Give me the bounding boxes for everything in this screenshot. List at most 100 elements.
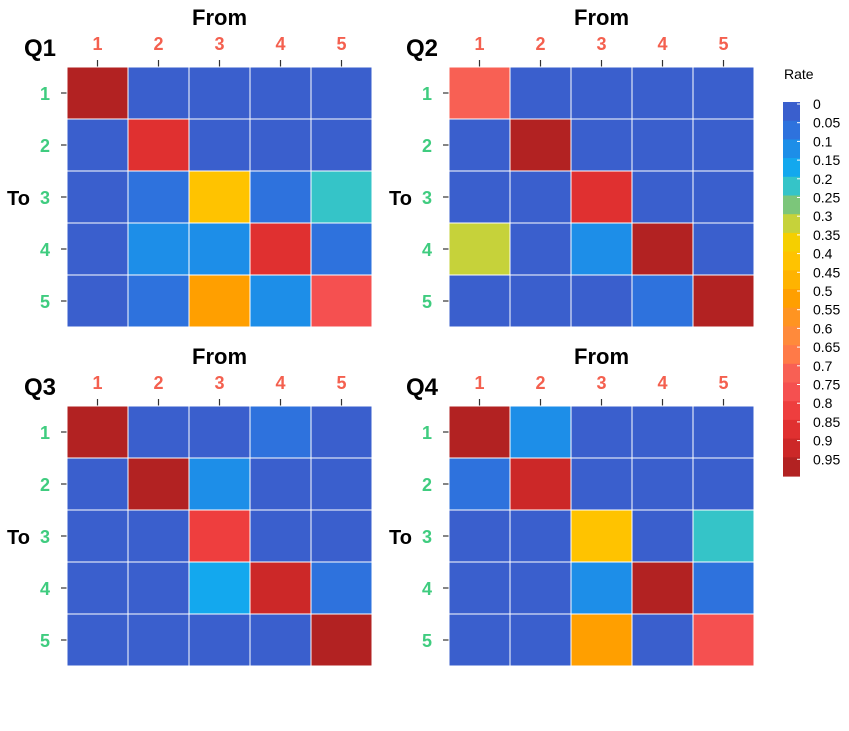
panel-2-cell-r3-c3 (570, 170, 633, 224)
panel-3-cell-r2-c1 (66, 457, 129, 511)
legend-key-13 (783, 345, 800, 365)
legend-key-19 (783, 457, 800, 477)
panel-4-x-tick-label-4: 4 (657, 373, 667, 393)
panel-3-cell-r4-c1 (66, 561, 129, 615)
panel-2-cell-r2-c2 (509, 118, 572, 172)
panel-2-cell-r3-c4 (631, 170, 694, 224)
panel-3-y-tick-label-2: 2 (40, 475, 50, 495)
panel-4-y-tick-label-4: 4 (422, 579, 432, 599)
panel-2-title: Q2 (406, 35, 438, 62)
panel-2-cell-r4-c2 (509, 222, 572, 276)
panel-4-cell-r5-c5 (692, 613, 755, 667)
panel-4-cell-r2-c4 (631, 457, 694, 511)
panel-2-cell-r5-c3 (570, 274, 633, 328)
legend-label-9: 0.45 (813, 264, 840, 280)
panel-4-x-tick-label-3: 3 (596, 373, 606, 393)
panel-1-y-tick-label-4: 4 (40, 240, 50, 260)
legend-key-10 (783, 289, 800, 309)
panel-3-cell-r4-c2 (127, 561, 190, 615)
legend-key-14 (783, 363, 800, 384)
panel-4-cell-r2-c5 (692, 457, 755, 511)
panel-3-cell-r3-c3 (188, 509, 251, 563)
panel-4-cell-r3-c1 (448, 509, 511, 563)
panel-3-cell-r2-c2 (127, 457, 190, 511)
panel-2-cell-r3-c2 (509, 170, 572, 224)
legend-key-5 (783, 195, 800, 215)
legend-key-12 (783, 326, 800, 346)
panel-3-cell-r3-c2 (127, 509, 190, 563)
panel-3-y-tick-label-4: 4 (40, 579, 50, 599)
panel-4-cell-r5-c2 (509, 613, 572, 667)
panel-3-cell-r1-c2 (127, 405, 190, 459)
panel-4-cell-r4-c4 (631, 561, 694, 615)
legend-label-4: 0.2 (813, 171, 833, 187)
panel-1-title: Q1 (24, 35, 56, 62)
panel-1-y-axis-title: To (7, 188, 30, 210)
panel-3-x-tick-label-2: 2 (153, 373, 163, 393)
panel-3-cell-r5-c4 (249, 613, 312, 667)
panel-1-cell-r4-c5 (310, 222, 373, 276)
panel-3-cell-r1-c4 (249, 405, 312, 459)
panel-1-y-tick-label-1: 1 (40, 84, 50, 104)
panel-1-y-tick-label-5: 5 (40, 292, 50, 312)
legend-label-17: 0.85 (813, 414, 840, 430)
panel-4-cell-r2-c3 (570, 457, 633, 511)
panel-1-y-tick-label-3: 3 (40, 188, 50, 208)
legend-label-11: 0.55 (813, 302, 840, 318)
panel-3-cell-r5-c2 (127, 613, 190, 667)
legend-label-14: 0.7 (813, 358, 833, 374)
panel-1-cell-r2-c4 (249, 118, 312, 172)
legend-key-18 (783, 438, 800, 458)
panel-2-x-tick-label-2: 2 (535, 34, 545, 54)
panel-4-cell-r1-c1 (448, 405, 511, 459)
panel-2-x-tick-label-3: 3 (596, 34, 606, 54)
legend-key-17 (783, 419, 800, 440)
panel-4-y-axis-title: To (389, 527, 412, 549)
panel-2-cell-r1-c3 (570, 66, 633, 120)
panel-2-y-tick-label-2: 2 (422, 136, 432, 156)
panel-1-cell-r5-c5 (310, 274, 373, 328)
panel-2-y-tick-label-4: 4 (422, 240, 432, 260)
panel-2-cell-r4-c5 (692, 222, 755, 276)
panel-4-cell-r1-c2 (509, 405, 572, 459)
panel-2-x-tick-label-5: 5 (718, 34, 728, 54)
panel-3-y-tick-label-1: 1 (40, 423, 50, 443)
panel-1-x-tick-label-2: 2 (153, 34, 163, 54)
panel-1-cell-r5-c4 (249, 274, 312, 328)
panel-4-x-tick-label-5: 5 (718, 373, 728, 393)
legend-key-2 (783, 139, 800, 159)
panel-1-cell-r1-c3 (188, 66, 251, 120)
panel-1-x-axis-title: From (192, 5, 247, 30)
legend-label-8: 0.4 (813, 246, 833, 262)
panel-2-cell-r2-c4 (631, 118, 694, 172)
panel-1-x-tick-label-1: 1 (92, 34, 102, 54)
panel-2-cell-r5-c5 (692, 274, 755, 328)
legend-label-7: 0.35 (813, 227, 840, 243)
legend-label-13: 0.65 (813, 339, 840, 355)
panel-1-cell-r1-c4 (249, 66, 312, 120)
panel-4-x-tick-label-2: 2 (535, 373, 545, 393)
panel-1-cell-r2-c5 (310, 118, 373, 172)
panel-2-cell-r4-c4 (631, 222, 694, 276)
panel-2-cell-r5-c1 (448, 274, 511, 328)
panel-1-cell-r1-c2 (127, 66, 190, 120)
panel-3-cell-r1-c1 (66, 405, 129, 459)
legend-label-19: 0.95 (813, 451, 840, 467)
panel-2-cell-r1-c1 (448, 66, 511, 120)
legend-key-6 (783, 214, 800, 234)
panel-1-cell-r3-c5 (310, 170, 373, 224)
panel-2-cell-r2-c3 (570, 118, 633, 172)
panel-1-x-tick-label-3: 3 (214, 34, 224, 54)
panel-4-cell-r3-c5 (692, 509, 755, 563)
panel-4-cell-r4-c1 (448, 561, 511, 615)
panel-1-cell-r3-c3 (188, 170, 251, 224)
panel-4-cell-r4-c5 (692, 561, 755, 615)
panel-4-cell-r4-c2 (509, 561, 572, 615)
panel-3-x-axis-title: From (192, 344, 247, 369)
legend-label-10: 0.5 (813, 283, 833, 299)
panel-2-cell-r5-c2 (509, 274, 572, 328)
panel-3-x-tick-label-4: 4 (275, 373, 285, 393)
panel-1-cell-r4-c3 (188, 222, 251, 276)
